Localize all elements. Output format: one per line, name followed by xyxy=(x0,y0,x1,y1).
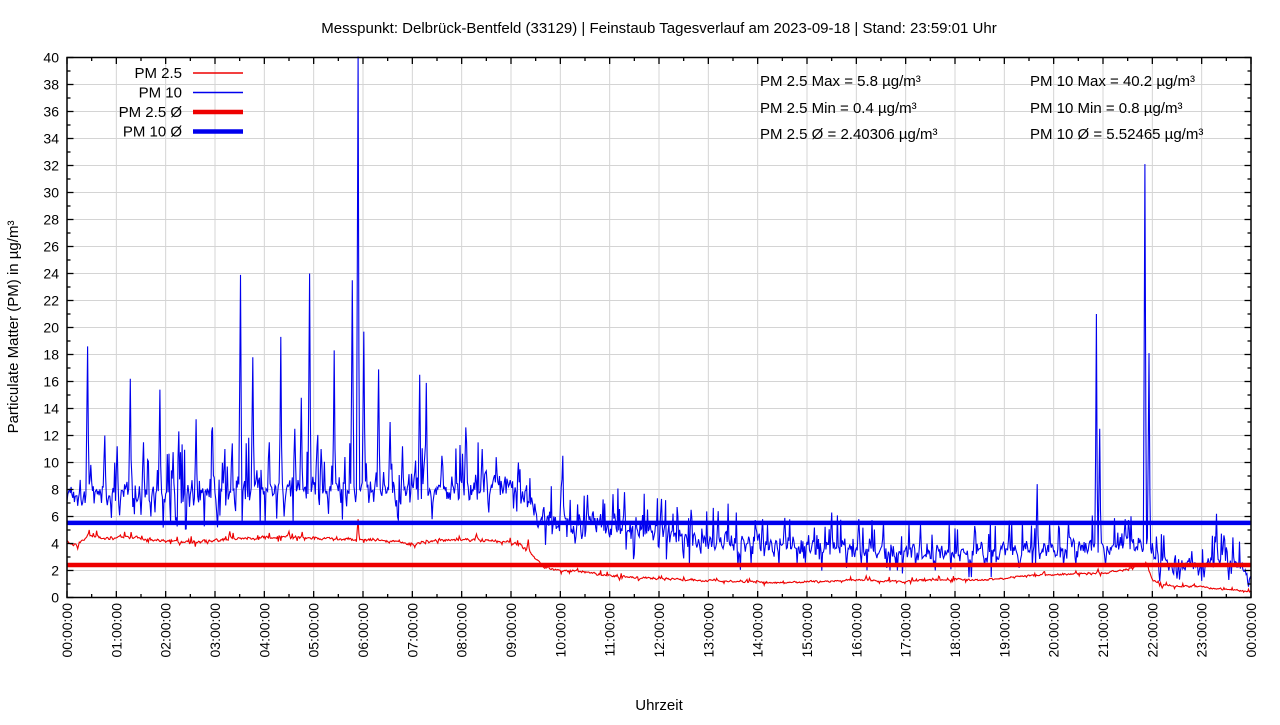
x-tick-label: 15:00:00 xyxy=(799,603,815,658)
y-tick-label: 10 xyxy=(43,455,59,471)
x-tick-label: 06:00:00 xyxy=(355,603,371,658)
y-tick-label: 16 xyxy=(43,374,59,390)
y-tick-label: 6 xyxy=(51,509,59,525)
x-tick-label: 07:00:00 xyxy=(404,603,420,658)
x-tick-label: 03:00:00 xyxy=(207,603,223,658)
x-tick-label: 19:00:00 xyxy=(996,603,1012,658)
x-tick-label: 11:00:00 xyxy=(602,603,618,657)
pm10-stats: PM 10 Max = 40.2 µg/m³ PM 10 Min = 0.8 µ… xyxy=(1030,73,1203,143)
legend-label-0: PM 2.5 xyxy=(134,65,182,82)
x-axis-tick-labels: 00:00:00 01:00:00 02:00:00 03:00:00 04:00:00… xyxy=(59,603,1259,658)
x-tick-label: 20:00:00 xyxy=(1046,603,1062,658)
pm25-avg-text: PM 2.5 Ø = 2.40306 µg/m³ xyxy=(760,126,937,143)
chart-title: Messpunkt: Delbrück-Bentfeld (33129) | F… xyxy=(321,20,996,37)
legend-label-3: PM 10 Ø xyxy=(123,124,183,141)
x-tick-label: 05:00:00 xyxy=(306,603,322,658)
y-tick-label: 12 xyxy=(43,428,59,444)
y-tick-label: 26 xyxy=(43,239,59,255)
x-tick-label: 08:00:00 xyxy=(454,603,470,658)
y-tick-label: 14 xyxy=(43,401,59,417)
pm10-min-text: PM 10 Min = 0.8 µg/m³ xyxy=(1030,100,1182,117)
x-tick-label: 21:00:00 xyxy=(1095,603,1111,658)
legend-label-2: PM 2.5 Ø xyxy=(119,104,183,121)
y-tick-label: 8 xyxy=(51,482,59,498)
x-tick-label: 14:00:00 xyxy=(750,603,766,658)
y-tick-label: 22 xyxy=(43,293,59,309)
x-tick-label: 00:00:00 xyxy=(59,603,75,658)
y-tick-label: 40 xyxy=(43,50,59,66)
y-tick-label: 32 xyxy=(43,158,59,174)
y-tick-label: 20 xyxy=(43,320,59,336)
x-tick-label: 18:00:00 xyxy=(947,603,963,658)
x-tick-label: 04:00:00 xyxy=(256,603,272,658)
data-series xyxy=(67,56,1251,594)
y-tick-label: 30 xyxy=(43,185,59,201)
y-tick-label: 2 xyxy=(51,563,59,579)
x-tick-label: 12:00:00 xyxy=(651,603,667,658)
legend: PM 2.5 PM 10 PM 2.5 Ø PM 10 Ø xyxy=(119,65,243,141)
pm25-stats: PM 2.5 Max = 5.8 µg/m³ PM 2.5 Min = 0.4 … xyxy=(760,73,937,143)
pm10-avg-text: PM 10 Ø = 5.52465 µg/m³ xyxy=(1030,126,1203,143)
y-tick-label: 36 xyxy=(43,104,59,120)
y-tick-label: 0 xyxy=(51,590,59,606)
y-tick-label: 28 xyxy=(43,212,59,228)
y-tick-label: 4 xyxy=(51,536,59,552)
y-tick-label: 38 xyxy=(43,77,59,93)
x-tick-label: 01:00:00 xyxy=(108,603,124,658)
x-tick-label: 22:00:00 xyxy=(1144,603,1160,658)
series-line-pm-2.5 xyxy=(67,519,1251,594)
axis-ticks xyxy=(66,56,1252,599)
x-tick-label: 02:00:00 xyxy=(158,603,174,658)
y-tick-label: 18 xyxy=(43,347,59,363)
x-tick-label: 09:00:00 xyxy=(503,603,519,658)
x-tick-label: 23:00:00 xyxy=(1194,603,1210,658)
y-axis-label: Particulate Matter (PM) in µg/m³ xyxy=(5,221,22,434)
series-line-pm-10 xyxy=(67,56,1251,587)
gridlines xyxy=(66,57,1252,598)
x-tick-label: 13:00:00 xyxy=(700,603,716,658)
x-tick-label: 17:00:00 xyxy=(898,603,914,658)
x-tick-label: 16:00:00 xyxy=(848,603,864,658)
legend-label-1: PM 10 xyxy=(139,85,182,102)
x-tick-label: 10:00:00 xyxy=(552,603,568,658)
x-axis-label: Uhrzeit xyxy=(635,697,683,714)
pm10-max-text: PM 10 Max = 40.2 µg/m³ xyxy=(1030,73,1195,90)
y-tick-label: 24 xyxy=(43,266,59,282)
x-tick-label: 00:00:00 xyxy=(1243,603,1259,658)
y-tick-label: 34 xyxy=(43,131,59,147)
pm25-min-text: PM 2.5 Min = 0.4 µg/m³ xyxy=(760,100,917,117)
pm25-max-text: PM 2.5 Max = 5.8 µg/m³ xyxy=(760,73,921,90)
